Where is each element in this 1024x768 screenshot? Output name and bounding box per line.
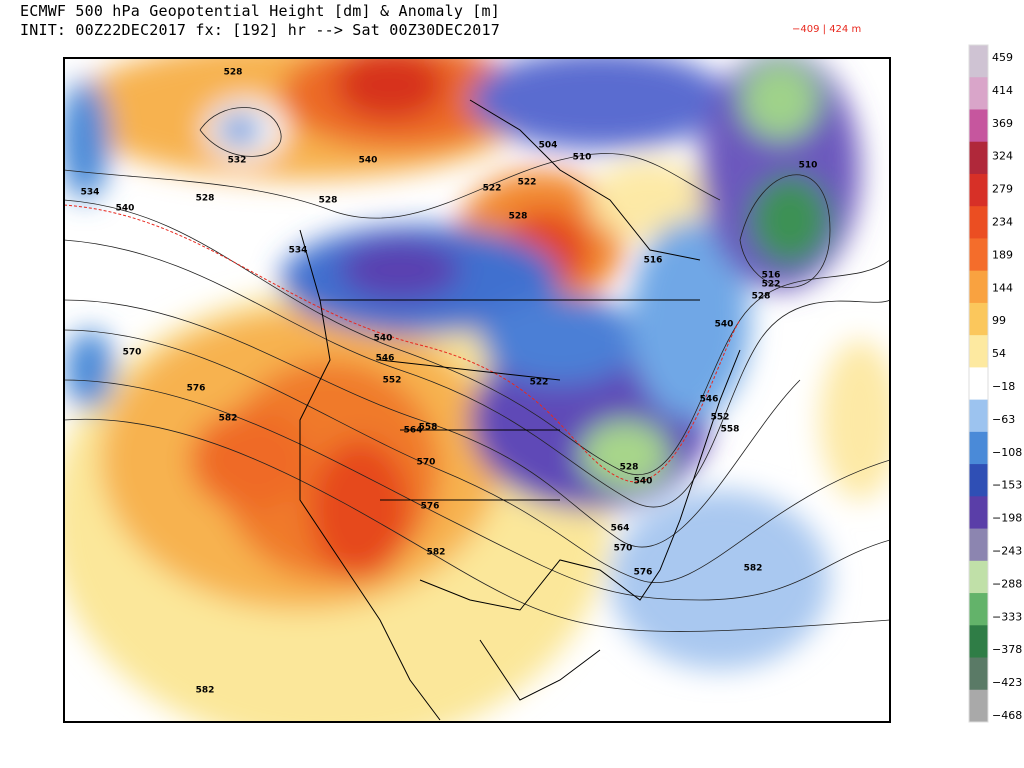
colorbar-label: 369 [992, 117, 1013, 130]
contour-label: 582 [744, 564, 763, 574]
contour-label: 532 [228, 156, 247, 166]
contour-label: 570 [614, 544, 633, 554]
colorbar-swatch [969, 657, 988, 691]
contour-label: 552 [711, 413, 730, 423]
contour-label: 546 [376, 354, 395, 364]
colorbar-label: −198 [992, 512, 1022, 525]
colorbar-label: 459 [992, 51, 1013, 64]
colorbar-label: 144 [992, 281, 1013, 294]
colorbar-swatch [969, 399, 988, 433]
contour-label: 540 [359, 156, 378, 166]
anomaly-extremes: −409 | 424 m [792, 24, 862, 35]
colorbar-label: −468 [992, 709, 1022, 722]
colorbar-label: −63 [992, 413, 1015, 426]
colorbar-swatch [969, 367, 988, 401]
contour-label: 522 [518, 178, 537, 188]
contour-label: 540 [116, 204, 135, 214]
colorbar-label: 54 [992, 347, 1006, 360]
colorbar-label: −378 [992, 643, 1022, 656]
colorbar-swatch [969, 109, 988, 143]
contour-label: 516 [644, 256, 663, 266]
colorbar-swatch [969, 496, 988, 530]
map: 528 532 528 534 540 540 504 510 522 522 528 516 510 5… [64, 58, 890, 722]
contour-label: 564 [404, 426, 423, 436]
contour-label: 540 [634, 477, 653, 487]
colorbar-label: −18 [992, 380, 1015, 393]
colorbar-swatch [969, 431, 988, 465]
colorbar-swatch [969, 302, 988, 336]
colorbar-swatch [969, 45, 988, 78]
colorbar-label: 234 [992, 216, 1013, 229]
contour-label: 528 [319, 196, 338, 206]
contour-label: 528 [752, 292, 771, 302]
colorbar-label: −288 [992, 577, 1022, 590]
contour-label: 570 [417, 458, 436, 468]
colorbar-label: 414 [992, 84, 1013, 97]
contour-label: 540 [715, 320, 734, 330]
colorbar-swatch [969, 689, 988, 723]
subtitle: INIT: 00Z22DEC2017 fx: [192] hr --> Sat … [20, 21, 500, 39]
colorbar-label: −423 [992, 676, 1022, 689]
colorbar-swatch [969, 206, 988, 239]
contour-label: 582 [196, 686, 215, 696]
colorbar-swatch [969, 593, 988, 626]
contour-label: 582 [219, 414, 238, 424]
map-frame [63, 57, 891, 723]
contour-labels: 528 532 528 534 540 540 504 510 522 522 528 516 510 5… [81, 68, 818, 696]
contour-label: 552 [383, 376, 402, 386]
contour-label: 564 [611, 524, 630, 534]
colorbar-swatch [969, 173, 988, 207]
contour-label: 558 [721, 425, 740, 435]
colorbar-swatch [969, 238, 988, 272]
contour-label: 522 [483, 184, 502, 194]
colorbar-swatch [969, 141, 988, 175]
contour-label: 516 [762, 271, 781, 281]
colorbar-label: −108 [992, 446, 1022, 459]
colorbar: 459 414 369 324 279 234 189 144 99 54 −18 −63 −108 −1… [968, 44, 1022, 723]
reference-contour [64, 204, 741, 483]
contour-label: 534 [289, 246, 308, 256]
contour-label: 546 [700, 395, 719, 405]
contour-label: 576 [187, 384, 206, 394]
contour-label: 558 [419, 423, 438, 433]
contour-label: 576 [421, 502, 440, 512]
colorbar-label: 99 [992, 314, 1006, 327]
colorbar-frame [968, 44, 989, 723]
colorbar-label: −243 [992, 545, 1022, 558]
colorbar-swatch [969, 464, 988, 497]
contour-label: 522 [762, 280, 781, 290]
contour-label: 522 [530, 378, 549, 388]
colorbar-swatch [969, 77, 988, 110]
contour-label: 582 [427, 548, 446, 558]
contour-label: 528 [224, 68, 243, 78]
contour-label: 570 [123, 348, 142, 358]
colorbar-swatch [969, 625, 988, 659]
contour-label: 528 [509, 212, 528, 222]
contour-label: 534 [81, 188, 100, 198]
contour-label: 528 [196, 194, 215, 204]
colorbar-swatch [969, 560, 988, 594]
colorbar-label: 279 [992, 183, 1013, 196]
colorbar-swatch [969, 528, 988, 562]
contour-label: 528 [620, 463, 639, 473]
colorbar-label: 324 [992, 150, 1013, 163]
coastlines [299, 99, 741, 721]
colorbar-swatch [969, 335, 988, 368]
height-contours [64, 107, 890, 632]
contour-label: 576 [634, 568, 653, 578]
colorbar-label: 189 [992, 248, 1013, 261]
contour-label: 540 [374, 334, 393, 344]
contour-label: 510 [799, 161, 818, 171]
colorbar-label: −333 [992, 610, 1022, 623]
colorbar-swatch [969, 270, 988, 304]
title: ECMWF 500 hPa Geopotential Height [dm] &… [20, 2, 500, 20]
contour-label: 504 [539, 141, 558, 151]
contour-label: 510 [573, 153, 592, 163]
colorbar-label: −153 [992, 479, 1022, 492]
